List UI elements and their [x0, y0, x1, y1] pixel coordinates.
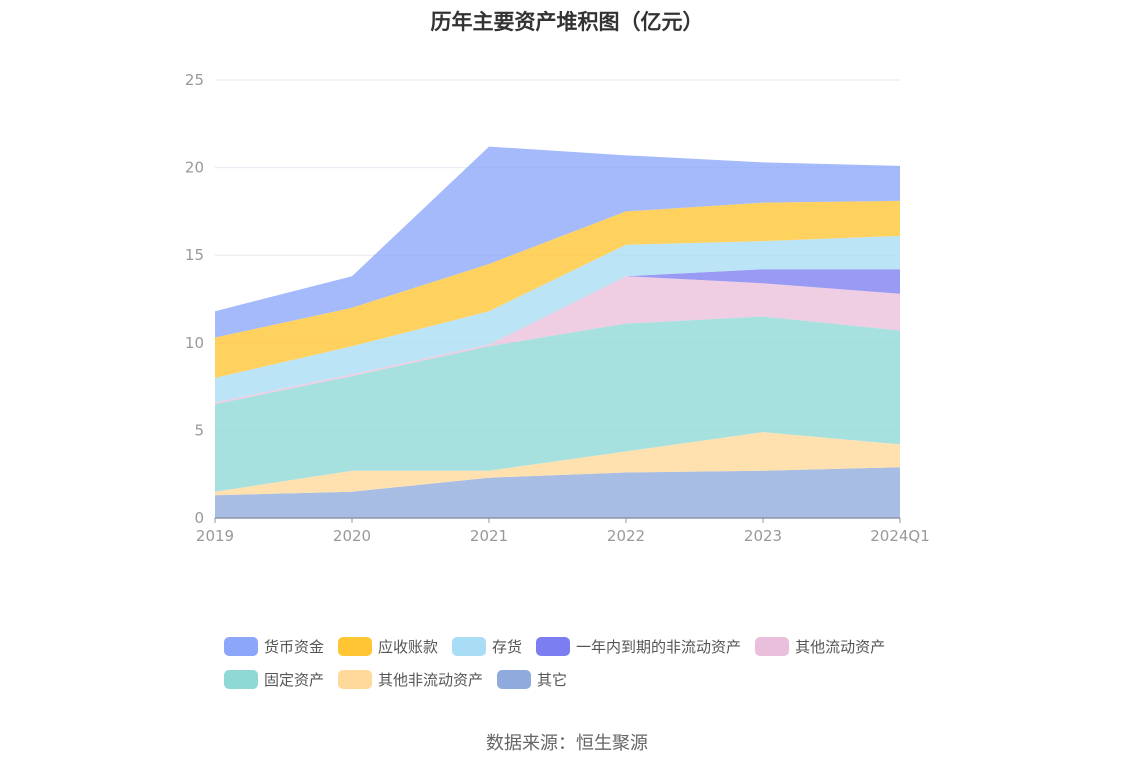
axis-layer: 0 5 10 15 20 25 2019 2020 2021 2022 2023 2024Q1	[185, 71, 930, 545]
legend-swatch	[755, 637, 790, 656]
legend-item[interactable]: 存货	[452, 636, 522, 657]
legend-swatch	[224, 670, 258, 689]
y-tick-label: 10	[185, 334, 204, 352]
area-series-4[interactable]	[215, 269, 900, 403]
area-series-5[interactable]	[215, 235, 900, 403]
x-tick-label: 2019	[196, 527, 234, 545]
legend-item[interactable]: 一年内到期的非流动资产	[536, 636, 741, 657]
area-series-1[interactable]	[215, 432, 900, 496]
x-tick-label: 2023	[744, 527, 782, 545]
legend-row: 固定资产 其他非流动资产 其它	[224, 663, 944, 696]
area-series-6[interactable]	[215, 200, 900, 378]
y-tick-label: 15	[185, 246, 204, 264]
legend-swatch	[536, 637, 571, 656]
y-tick-label: 0	[194, 509, 204, 527]
x-tick-label: 2024Q1	[870, 527, 930, 545]
area-series-7[interactable]	[215, 146, 900, 338]
y-tick-label: 20	[185, 159, 204, 177]
chart-title: 历年主要资产堆积图（亿元）	[430, 10, 704, 34]
legend-item[interactable]: 货币资金	[224, 636, 324, 657]
area-series-2[interactable]	[215, 316, 900, 492]
legend: 货币资金 应收账款 存货 一年内到期的非流动资产 其他流动资产固定资产 其他非流动资产 其它	[224, 630, 944, 696]
legend-swatch	[224, 637, 258, 656]
legend-swatch	[452, 637, 487, 656]
x-tick-label: 2022	[607, 527, 645, 545]
legend-label: 固定资产	[264, 671, 325, 689]
legend-item[interactable]: 其他非流动资产	[338, 669, 483, 690]
area-layer	[215, 146, 900, 518]
y-tick-label: 5	[194, 421, 204, 439]
legend-label: 一年内到期的非流动资产	[576, 638, 742, 656]
x-tick-label: 2020	[333, 527, 371, 545]
area-series-0[interactable]	[215, 467, 900, 518]
legend-item[interactable]: 其他流动资产	[755, 636, 885, 657]
legend-item[interactable]: 固定资产	[224, 669, 324, 690]
legend-row: 货币资金 应收账款 存货 一年内到期的非流动资产 其他流动资产	[224, 630, 944, 663]
y-tick-label: 25	[185, 71, 204, 89]
legend-label: 存货	[492, 638, 523, 656]
legend-label: 其它	[537, 671, 568, 689]
legend-label: 其他流动资产	[795, 638, 886, 656]
legend-item[interactable]: 其它	[497, 669, 567, 690]
legend-label: 货币资金	[264, 638, 325, 656]
area-series-3[interactable]	[215, 276, 900, 405]
x-tick-label: 2021	[470, 527, 508, 545]
legend-label: 应收账款	[378, 638, 439, 656]
legend-label: 其他非流动资产	[378, 671, 484, 689]
data-source-note: 数据来源：恒生聚源	[486, 733, 648, 754]
legend-item[interactable]: 应收账款	[338, 636, 438, 657]
legend-swatch	[338, 670, 373, 689]
legend-swatch	[497, 670, 532, 689]
legend-swatch	[338, 637, 373, 656]
